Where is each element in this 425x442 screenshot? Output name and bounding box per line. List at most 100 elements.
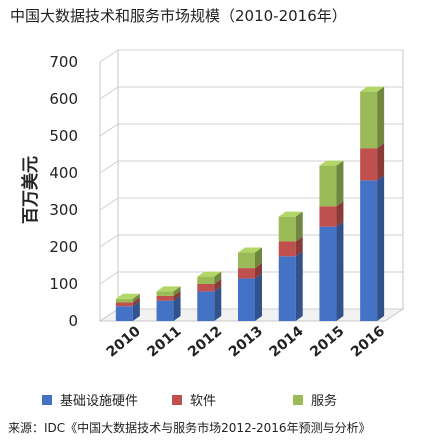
bar-segment-2016-2 <box>360 86 385 149</box>
bar-segment-2011-0 <box>156 295 181 321</box>
bar-front <box>278 216 296 242</box>
bar-side <box>377 86 385 149</box>
bar-segment-2014-2 <box>278 211 303 242</box>
bar-top <box>360 86 385 92</box>
bar-segment-2013-0 <box>238 273 262 321</box>
x-tick-label: 2010 <box>104 323 144 360</box>
bar-segment-2010-2 <box>115 293 140 303</box>
source-note: 来源：IDC《中国大数据技术与服务市场2012-2016年预测与分析》 <box>8 420 371 435</box>
legend-label: 软件 <box>190 394 216 409</box>
bar-segment-2015-2 <box>319 160 344 207</box>
bar-side <box>295 211 303 242</box>
bar-side <box>336 160 344 207</box>
bar-top <box>278 211 303 217</box>
bar-front <box>360 148 378 181</box>
x-tick-label: 2015 <box>307 323 347 360</box>
bar-side <box>173 290 181 301</box>
bar-front <box>360 91 378 149</box>
bar-segment-2014-0 <box>278 251 303 321</box>
gridline <box>99 123 403 137</box>
gridline <box>99 86 403 100</box>
y-tick-label: 500 <box>49 127 78 145</box>
bar-side <box>132 297 140 307</box>
gridline <box>99 234 403 248</box>
bar-front <box>156 300 174 321</box>
bar-side <box>295 236 303 257</box>
y-tick-label: 300 <box>49 201 78 219</box>
bar-side <box>377 175 385 321</box>
y-tick-label: 0 <box>68 312 78 330</box>
bar-side <box>173 286 181 296</box>
bar-top <box>115 293 140 299</box>
y-tick-label: 400 <box>49 164 78 182</box>
bar-segment-2015-1 <box>319 201 344 227</box>
bar-segment-2016-1 <box>360 143 385 181</box>
bar-front <box>156 295 174 301</box>
bar-segment-2011-1 <box>156 290 181 301</box>
bar-front <box>238 268 255 279</box>
bar-segment-2013-2 <box>238 247 262 269</box>
legend-item: 基础设施硬件 <box>42 394 138 409</box>
bar-segment-2010-0 <box>115 301 140 321</box>
bar-side <box>377 143 385 181</box>
bar-segment-2016-0 <box>360 175 385 321</box>
legend-swatch <box>42 395 52 405</box>
chart-title: 中国大数据技术和服务市场规模（2010-2016年） <box>10 7 347 25</box>
bar-front <box>238 252 255 269</box>
x-tick-label: 2016 <box>348 323 388 360</box>
bar-front <box>278 241 296 257</box>
bar-segment-2010-1 <box>115 297 140 307</box>
bar-front <box>197 276 215 284</box>
bar-side <box>173 295 181 321</box>
bar-side <box>214 279 222 292</box>
bar-front <box>115 298 133 303</box>
x-tick-label: 2011 <box>144 323 184 360</box>
gridline <box>99 160 403 174</box>
bar-side <box>255 273 262 321</box>
bar-segment-2015-0 <box>319 221 344 321</box>
bar-side <box>255 263 262 279</box>
y-tick-label: 600 <box>49 90 78 108</box>
gridline <box>99 197 403 211</box>
x-tick-label: 2012 <box>185 323 225 360</box>
bar-front <box>319 226 337 321</box>
legend-item: 软件 <box>172 394 216 409</box>
bar-front <box>238 278 255 321</box>
bar-front <box>319 165 337 207</box>
bar-side <box>214 271 222 284</box>
bar-top <box>156 286 181 292</box>
bar-segment-2012-1 <box>197 279 222 292</box>
legend: 基础设施硬件 软件 服务 <box>42 393 337 409</box>
bar-side <box>132 293 140 303</box>
bar-front <box>115 306 133 321</box>
bar-side <box>295 251 303 321</box>
bar-side <box>336 201 344 227</box>
bar-front <box>319 206 337 227</box>
bar-top <box>197 271 222 277</box>
x-tick-label: 2014 <box>267 323 307 360</box>
bar-front <box>360 180 378 321</box>
legend-swatch <box>293 395 303 405</box>
bar-side <box>214 286 222 321</box>
bar-top <box>238 247 262 253</box>
bar-front <box>197 284 215 292</box>
bar-segment-2013-1 <box>238 263 262 279</box>
bar-top <box>319 160 344 166</box>
legend-label: 服务 <box>311 393 337 409</box>
bar-segment-2012-0 <box>197 286 222 321</box>
bar-front <box>156 291 174 296</box>
bar-side <box>255 247 262 269</box>
bar-side <box>132 301 140 321</box>
bar-segment-2012-2 <box>197 271 222 284</box>
legend-swatch <box>172 395 182 405</box>
gridline <box>99 49 403 63</box>
bar-front <box>115 302 133 307</box>
y-tick-label: 100 <box>49 275 78 293</box>
y-tick-label: 200 <box>49 238 78 256</box>
legend-item: 服务 <box>293 393 337 409</box>
x-tick-label: 2013 <box>226 323 266 360</box>
bar-front <box>278 256 296 321</box>
bar-segment-2011-2 <box>156 286 181 296</box>
